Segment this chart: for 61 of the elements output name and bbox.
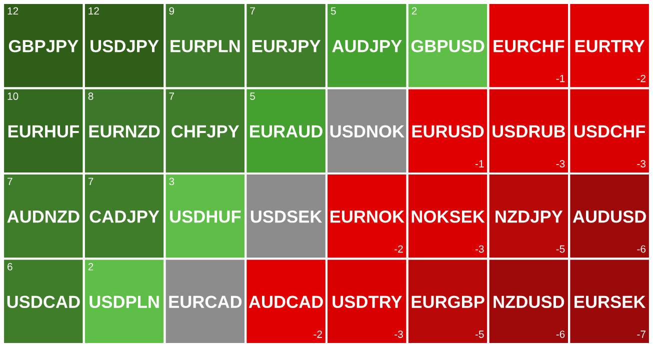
category-label: EURNOK bbox=[330, 210, 404, 223]
data-label: 7 bbox=[8, 178, 12, 186]
category-label: EURAUD bbox=[250, 125, 322, 138]
category-label: AUDNZD bbox=[7, 210, 80, 223]
category-label: NZDJPY bbox=[496, 210, 563, 223]
category-label: GBPJPY bbox=[8, 40, 78, 52]
category-label: USDPLN bbox=[90, 296, 159, 308]
category-label: GBPUSD bbox=[411, 40, 484, 52]
data-label: 7 bbox=[169, 92, 174, 100]
category-label: EURCAD bbox=[169, 296, 242, 308]
data-label: -1 bbox=[556, 74, 565, 82]
data-label: 12 bbox=[88, 7, 99, 15]
data-label: 7 bbox=[88, 178, 94, 186]
category-label: EURHUF bbox=[8, 125, 79, 138]
category-label: EURCHF bbox=[494, 40, 564, 52]
data-label: -2 bbox=[394, 245, 403, 253]
category-label: EURTRY bbox=[575, 40, 645, 52]
category-label: NOKSEK bbox=[412, 210, 485, 223]
data-label: -1 bbox=[475, 160, 484, 168]
category-label: USDSEK bbox=[250, 210, 322, 223]
data-label: -3 bbox=[556, 160, 565, 168]
category-label: AUDUSD bbox=[572, 210, 646, 223]
category-label: CADJPY bbox=[90, 210, 160, 223]
data-label: -6 bbox=[637, 245, 646, 253]
data-label: 9 bbox=[169, 7, 174, 15]
category-label: NZDUSD bbox=[494, 296, 564, 308]
data-label: 2 bbox=[88, 263, 94, 270]
category-label: EURSEK bbox=[574, 296, 646, 308]
category-label: USDTRY bbox=[332, 296, 402, 308]
category-label: USDRUB bbox=[492, 125, 566, 138]
category-label: EURUSD bbox=[412, 125, 484, 138]
data-label: -3 bbox=[637, 160, 646, 168]
category-label: EURGBP bbox=[412, 296, 484, 308]
data-label: -6 bbox=[556, 330, 565, 338]
category-label: USDCHF bbox=[574, 125, 646, 138]
data-label: -2 bbox=[637, 74, 646, 82]
data-label: 3 bbox=[169, 178, 174, 186]
data-label: -5 bbox=[556, 245, 565, 253]
category-label: CHFJPY bbox=[172, 125, 240, 138]
category-label: AUDJPY bbox=[332, 40, 402, 52]
category-label: EURNZD bbox=[89, 125, 160, 138]
category-label: USDJPY bbox=[90, 40, 159, 52]
data-label: 7 bbox=[250, 7, 255, 15]
data-label: 12 bbox=[8, 7, 18, 15]
category-label: USDNOK bbox=[330, 125, 404, 138]
data-label: 6 bbox=[8, 263, 12, 270]
category-label: EURJPY bbox=[252, 40, 321, 52]
data-label: 2 bbox=[412, 7, 417, 15]
data-label: -3 bbox=[394, 330, 403, 338]
data-label: 8 bbox=[88, 92, 94, 100]
data-label: 10 bbox=[8, 92, 18, 100]
category-label: USDCAD bbox=[7, 296, 80, 308]
category-label: EURPLN bbox=[170, 40, 240, 52]
data-label: -5 bbox=[475, 330, 484, 338]
category-label: AUDCAD bbox=[248, 296, 323, 308]
data-label: -3 bbox=[475, 245, 484, 253]
data-label: -7 bbox=[637, 330, 646, 338]
data-label: 5 bbox=[330, 7, 336, 15]
data-label: 5 bbox=[250, 92, 255, 100]
data-label: -2 bbox=[314, 330, 322, 338]
category-label: USDHUF bbox=[170, 210, 241, 223]
